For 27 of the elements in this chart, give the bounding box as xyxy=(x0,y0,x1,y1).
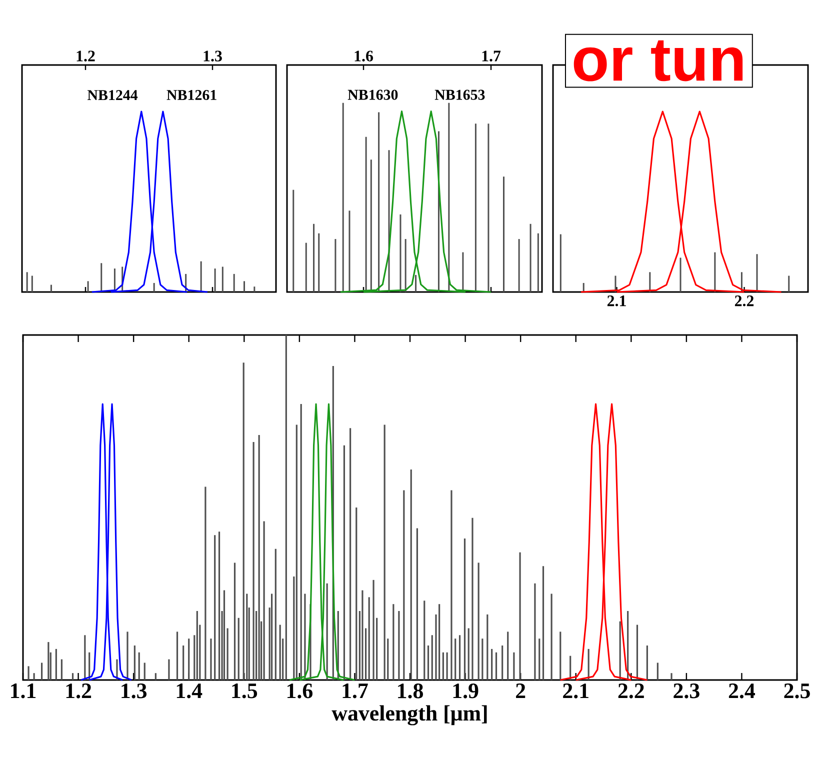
x-tick-label: 1.3 xyxy=(122,684,147,698)
x-tick-label: 1.7 xyxy=(342,684,368,698)
x-tick-label: 2 xyxy=(516,684,526,698)
x-tick-label: 2.1 xyxy=(563,684,588,698)
series-label: NB1244 xyxy=(87,90,138,100)
series-label: NB1630 xyxy=(348,90,398,100)
x-tick-label: 1.9 xyxy=(453,684,478,698)
x-tick-label: 1.5 xyxy=(232,684,258,698)
series-label: NB1261 xyxy=(166,90,216,100)
x-tick-label: 2.2 xyxy=(618,684,644,698)
x-tick-label: 1.2 xyxy=(66,684,92,698)
x-axis-title: wavelength [μm] xyxy=(332,705,487,726)
x-tick-label: 2.3 xyxy=(674,684,700,698)
x-tick-label: 1.8 xyxy=(398,684,423,698)
x-tick-label: 1.6 xyxy=(354,50,373,62)
x-tick-label: 2.2 xyxy=(734,296,754,306)
x-tick-label: 2.1 xyxy=(607,296,626,306)
x-tick-label: 1.6 xyxy=(287,684,312,698)
text: or tun xyxy=(574,40,743,82)
x-tick-label: 1.7 xyxy=(482,50,501,62)
x-tick-label: 1.1 xyxy=(11,684,36,698)
x-tick-label: 1.4 xyxy=(176,684,202,698)
x-tick-label: 2.5 xyxy=(784,684,810,698)
series-label: NB1653 xyxy=(434,90,485,100)
x-tick-label: 1.3 xyxy=(204,50,222,62)
x-tick-label: 1.2 xyxy=(76,50,95,62)
x-tick-label: 2.4 xyxy=(728,684,756,698)
